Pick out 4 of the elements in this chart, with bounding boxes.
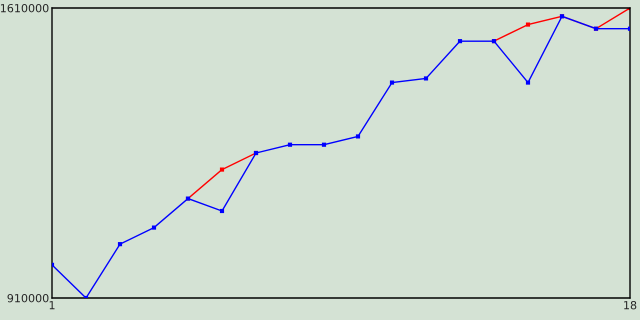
y-tick-label: 910000	[8, 294, 48, 302]
x-tick-label: 18	[624, 300, 636, 310]
x-tick-label: 1	[50, 301, 55, 310]
y-tick-label: 1610000	[0, 4, 48, 12]
